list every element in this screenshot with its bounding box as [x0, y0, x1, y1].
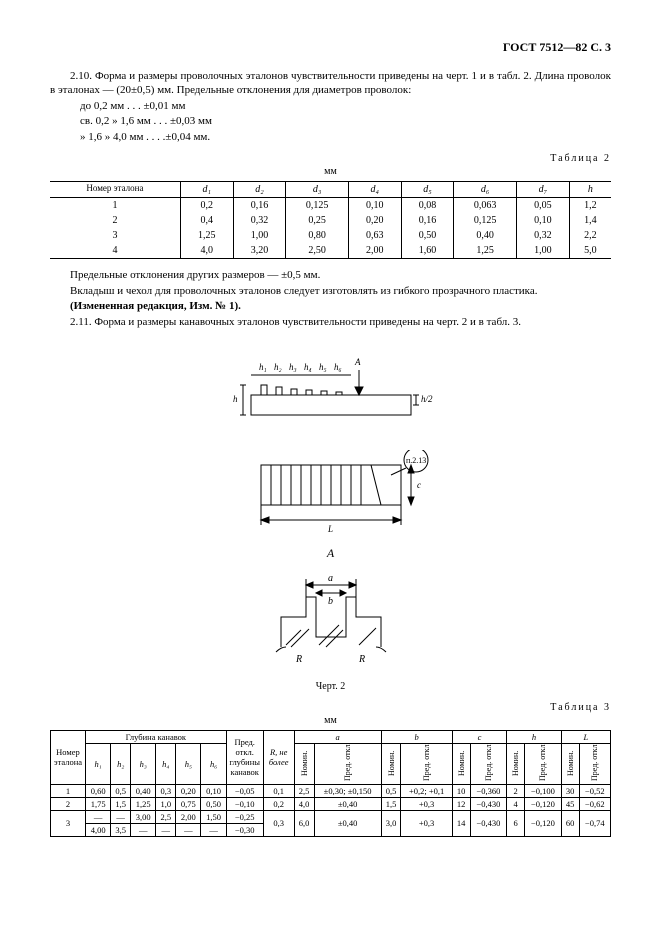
tolerance-line-1: до 0,2 мм . . . ±0,01 мм: [80, 100, 611, 114]
t3-gh0: Номер эта­ло­на: [51, 730, 86, 784]
fig-label-c: c: [417, 480, 421, 490]
fig-label-h5: h₅: [319, 362, 327, 372]
t2-h7: d₇: [516, 181, 569, 197]
table-3-unit: мм: [50, 715, 611, 726]
t3-gh2: Пред. откл. глу­би­ны кана­вок: [226, 730, 263, 784]
t3-gh5: b: [415, 732, 419, 742]
t2-h8: h: [569, 181, 611, 197]
fig-label-h6: h₆: [334, 362, 342, 372]
fig-label-b: b: [328, 596, 333, 607]
t2-h3: d₃: [286, 181, 349, 197]
table-2-label: Таблица 2: [50, 153, 611, 164]
table-2: Номер эталона d₁ d₂ d₃ d₄ d₅ d₆ d₇ h 10,…: [50, 181, 611, 259]
t3-gh8: L: [584, 732, 589, 742]
t3-gh7: h: [532, 732, 536, 742]
para-after-t2-1: Предельные отклонения других размеров — …: [50, 269, 611, 283]
fig-label-hleft: h: [233, 394, 238, 404]
t3-gh6: c: [478, 732, 482, 742]
fig-label-h2r: h/2: [421, 394, 433, 404]
t2-h4: d₄: [348, 181, 401, 197]
t3-row-2: 2 1,751,51,25 1,00,750,50 −0,100,2 4,0±0…: [51, 797, 611, 810]
fig-label-h4: h₄: [304, 362, 312, 372]
fig-label-h3: h₃: [289, 362, 297, 372]
page-header: ГОСТ 7512—82 С. 3: [50, 40, 611, 55]
t3-row-1: 1 0,600,50,40 0,30,200,10 −0,050,1 2,5±0…: [51, 784, 611, 797]
para-2-10: 2.10. Форма и размеры проволочных эталон…: [50, 70, 611, 98]
fig-A-label: A: [50, 546, 611, 561]
t3-gh1: Глубина канавок: [86, 730, 227, 743]
para-2-11: 2.11. Форма и размеры канавочных эталоно…: [50, 316, 611, 330]
fig-label-R1: R: [295, 654, 302, 665]
para-izmred: (Измененная редакция, Изм. № 1).: [50, 300, 611, 314]
t2-h1: d₁: [180, 181, 233, 197]
table-2-unit: мм: [50, 166, 611, 177]
t2-h0: Номер эталона: [50, 181, 180, 197]
t2-h6: d₆: [454, 181, 517, 197]
figure-2: h₁ h₂ h₃ h₄ h₅ h₆ A h/2 h п.2.13 L c: [50, 340, 611, 692]
fig-label-a: a: [328, 573, 333, 584]
t2-h2: d₂: [233, 181, 286, 197]
fig-label-R2: R: [358, 654, 365, 665]
para-after-t2-2: Вкладыш и чехол для проволочных эталонов…: [50, 285, 611, 299]
figure-2-caption: Черт. 2: [50, 681, 611, 692]
tolerance-line-2: св. 0,2 » 1,6 мм . . . ±0,03 мм: [80, 115, 611, 129]
t3-row-3a: 3 ——3,00 2,52,001,50 −0,25 0,3 6,0±0,40 …: [51, 810, 611, 823]
fig-label-h2: h₂: [274, 362, 282, 372]
fig-label-A: A: [354, 357, 361, 367]
t3-gh4: a: [336, 732, 340, 742]
fig-label-n213: п.2.13: [406, 456, 426, 465]
table-3: Номер эта­ло­на Глубина канавок Пред. от…: [50, 730, 611, 837]
tolerance-line-3: » 1,6 » 4,0 мм . . . .±0,04 мм.: [80, 131, 611, 145]
t3-gh3: R, не более: [269, 747, 289, 767]
fig-label-h1: h₁: [259, 362, 267, 372]
table-3-label: Таблица 3: [50, 702, 611, 713]
t2-h5: d₅: [401, 181, 454, 197]
fig-label-L: L: [327, 524, 333, 534]
